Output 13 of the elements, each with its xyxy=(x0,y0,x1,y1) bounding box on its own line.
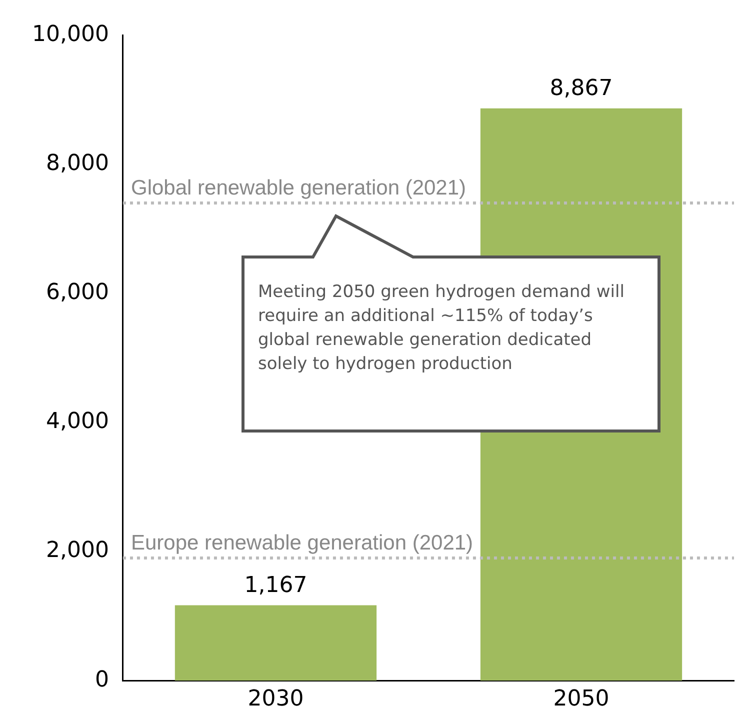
y-tick-label: 0 xyxy=(94,667,109,692)
y-tick-label: 8,000 xyxy=(46,151,109,176)
data-label: 8,867 xyxy=(550,76,613,102)
ref-line-label: Europe renewable generation (2021) xyxy=(130,531,474,554)
annotation: Meeting 2050 green hydrogen demand will require an additional ~115% of today’s global renewable generation dedicated solely to hydrogen production xyxy=(258,281,626,376)
y-tick-label: 2,000 xyxy=(46,538,109,564)
y-tick-label: 4,000 xyxy=(46,409,109,434)
x-tick-label: 2050 xyxy=(553,686,610,712)
y-tick-label: 6,000 xyxy=(46,280,109,306)
y-tick-label: 10,000 xyxy=(32,22,109,47)
data-label: 1,167 xyxy=(244,573,308,598)
x-tick-label: 2030 xyxy=(248,686,304,712)
ref-line-label: Global renewable generation (2021) xyxy=(130,176,466,200)
